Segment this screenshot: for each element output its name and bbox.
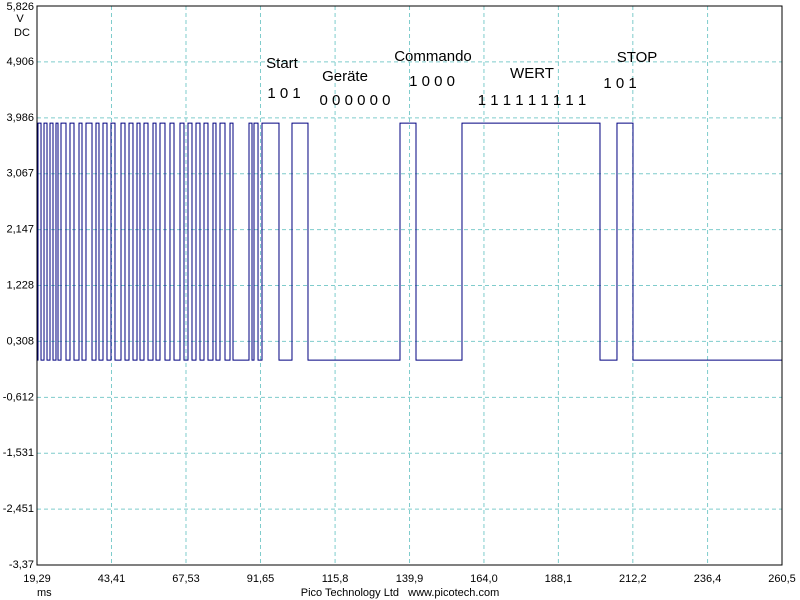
- annotation: 1 0 1: [267, 85, 300, 102]
- annotation: 0 0 0 0 0 0: [320, 92, 391, 109]
- annotation: 1 1 1 1 1 1 1 1 1: [478, 92, 586, 109]
- y-tick-label: 3,067: [6, 168, 34, 180]
- annotation: WERT: [510, 65, 554, 82]
- signal-trace: [37, 122, 782, 361]
- x-tick-label: 19,29: [23, 573, 51, 585]
- y-tick-label: -3,37: [9, 559, 34, 571]
- plot-frame: [36, 5, 783, 566]
- x-tick-label: 164,0: [470, 573, 498, 585]
- y-tick-label: 0,308: [6, 335, 34, 347]
- y-tick-label: -2,451: [3, 503, 34, 515]
- x-tick-label: 236,4: [694, 573, 722, 585]
- x-tick-label: 43,41: [98, 573, 126, 585]
- x-tick-label: 212,2: [619, 573, 647, 585]
- y-tick-label: 3,986: [6, 112, 34, 124]
- annotation: 1 0 0 0: [409, 73, 455, 90]
- plot: [37, 122, 782, 361]
- grid: [36, 5, 783, 566]
- y-unit: V: [16, 13, 24, 25]
- annotation: 1 0 1: [603, 75, 636, 92]
- x-tick-label: 115,8: [322, 573, 349, 585]
- x-tick-label: 260,5: [768, 573, 796, 585]
- footer: Pico Technology Ltd www.picotech.com: [301, 587, 500, 599]
- x-tick-label: 67,53: [172, 573, 200, 585]
- annotation: Start: [266, 55, 299, 72]
- x-unit: ms: [37, 587, 52, 599]
- y-tick-label: 5,826: [6, 1, 34, 13]
- y-tick-label: 4,906: [6, 56, 34, 68]
- y-tick-label: 1,228: [6, 279, 34, 291]
- annotation: STOP: [617, 49, 658, 66]
- y-coupling: DC: [14, 27, 30, 39]
- annotation: Geräte: [322, 68, 368, 85]
- x-tick-label: 91,65: [247, 573, 275, 585]
- y-tick-label: 2,147: [6, 224, 34, 236]
- x-tick-label: 139,9: [396, 573, 424, 585]
- y-tick-label: -1,531: [3, 447, 34, 459]
- y-tick-label: -0,612: [3, 391, 34, 403]
- x-tick-label: 188,1: [545, 573, 573, 585]
- annotation: Commando: [394, 48, 472, 65]
